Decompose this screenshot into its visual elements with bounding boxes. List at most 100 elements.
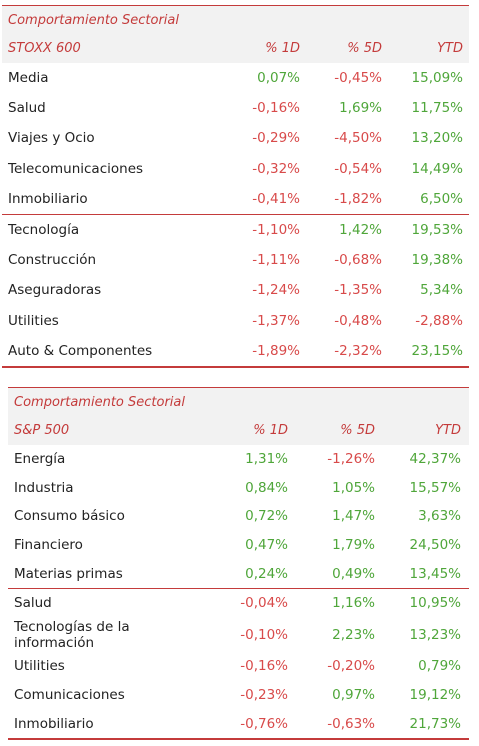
stoxx600-sector-table: Comportamiento Sectorial STOXX 600 % 1D … <box>2 5 469 368</box>
table-row: Comunicaciones -0,23% 0,97% 19,12% <box>8 681 469 710</box>
change-ytd: 11,75% <box>411 100 463 117</box>
table-row: Telecomunicaciones -0,32% -0,54% 14,49% <box>2 154 469 184</box>
change-ytd: 19,38% <box>411 252 463 269</box>
change-5d: 1,79% <box>332 537 375 554</box>
change-5d: 1,16% <box>332 595 375 612</box>
table-title: Comportamiento Sectorial <box>8 388 469 417</box>
table-row: Salud -0,04% 1,16% 10,95% <box>8 589 469 618</box>
table-top-rule <box>8 387 469 388</box>
change-ytd: 15,57% <box>409 479 461 496</box>
col-header-5d: % 5D <box>347 41 382 56</box>
change-1d: -1,11% <box>252 252 300 269</box>
change-ytd: 24,50% <box>409 537 461 554</box>
sector-name: Financiero <box>14 537 83 554</box>
table-row: Auto & Componentes -1,89% -2,32% 23,15% <box>2 336 469 366</box>
change-ytd: 0,79% <box>418 658 461 675</box>
sector-name: Industria <box>14 479 74 496</box>
table-row: Utilities -0,16% -0,20% 0,79% <box>8 652 469 681</box>
change-1d: -0,29% <box>252 130 300 147</box>
change-1d: -0,41% <box>252 190 300 207</box>
change-5d: -0,48% <box>334 312 382 329</box>
index-name-header: STOXX 600 <box>8 41 81 56</box>
table-row: Viajes y Ocio -0,29% -4,50% 13,20% <box>2 123 469 153</box>
table-title: Comportamiento Sectorial <box>2 6 469 35</box>
change-ytd: 5,34% <box>420 282 463 299</box>
sector-name: Inmobiliario <box>8 190 88 207</box>
change-ytd: 15,09% <box>411 70 463 86</box>
table-row: Utilities -1,37% -0,48% -2,88% <box>2 306 469 336</box>
change-1d: 1,31% <box>245 451 288 467</box>
change-5d: -0,45% <box>334 70 382 86</box>
table-row: Materias primas 0,24% 0,49% 13,45% <box>8 560 469 589</box>
change-ytd: 10,95% <box>409 595 461 612</box>
change-ytd: 19,53% <box>411 221 463 238</box>
change-ytd: 42,37% <box>409 451 461 467</box>
sector-name: Energía <box>14 451 66 467</box>
change-5d: -1,26% <box>327 451 375 467</box>
sector-name: Viajes y Ocio <box>8 130 95 147</box>
col-header-ytd: YTD <box>437 41 463 56</box>
change-ytd: 13,45% <box>409 565 461 582</box>
sector-name: Consumo básico <box>14 508 125 525</box>
change-5d: -4,50% <box>334 130 382 147</box>
change-5d: -1,35% <box>334 282 382 299</box>
table-row: Consumo básico 0,72% 1,47% 3,63% <box>8 502 469 531</box>
change-1d: -0,16% <box>240 658 288 675</box>
change-ytd: 6,50% <box>420 190 463 207</box>
table-row: Tecnologías de la información -0,10% 2,23%… <box>8 618 469 652</box>
sector-name: Utilities <box>14 658 65 675</box>
change-1d: 0,24% <box>245 565 288 582</box>
change-5d: 0,49% <box>332 565 375 582</box>
change-1d: -0,16% <box>252 100 300 117</box>
change-1d: -0,76% <box>240 715 288 732</box>
sector-name: Tecnologías de la información <box>14 619 130 652</box>
change-1d: -1,89% <box>252 342 300 359</box>
change-1d: -1,10% <box>252 221 300 238</box>
change-5d: -0,63% <box>327 715 375 732</box>
sector-name: Inmobiliario <box>14 715 94 732</box>
table-body: Media 0,07% -0,45% 15,09% Salud -0,16% 1,69% 11… <box>2 63 469 366</box>
sector-name: Salud <box>14 595 52 612</box>
col-header-5d: % 5D <box>340 423 375 438</box>
sector-name: Tecnología <box>8 221 80 238</box>
table-row: Salud -0,16% 1,69% 11,75% <box>2 93 469 123</box>
change-1d: -1,24% <box>252 282 300 299</box>
sector-name: Salud <box>8 100 46 117</box>
change-1d: -1,37% <box>252 312 300 329</box>
table-row: Construcción -1,11% -0,68% 19,38% <box>2 245 469 275</box>
col-header-ytd: YTD <box>435 423 461 438</box>
col-header-1d: % 1D <box>265 41 300 56</box>
change-1d: 0,72% <box>245 508 288 525</box>
change-ytd: -2,88% <box>415 312 463 329</box>
table-row: Energía 1,31% -1,26% 42,37% <box>8 445 469 474</box>
change-1d: -0,04% <box>240 595 288 612</box>
change-1d: 0,84% <box>245 479 288 496</box>
change-5d: -0,20% <box>327 658 375 675</box>
change-5d: 1,47% <box>332 508 375 525</box>
index-name-header: S&P 500 <box>14 423 70 438</box>
table-bottom-rule <box>8 738 469 741</box>
change-1d: 0,47% <box>245 537 288 554</box>
change-5d: -1,82% <box>334 190 382 207</box>
table-row: Inmobiliario -0,76% -0,63% 21,73% <box>8 710 469 739</box>
sector-name: Construcción <box>8 252 97 269</box>
change-ytd: 13,23% <box>409 627 461 644</box>
sector-name: Aseguradoras <box>8 282 102 299</box>
sector-name: Materias primas <box>14 565 123 582</box>
change-1d: -0,10% <box>240 627 288 644</box>
sp500-sector-table: Comportamiento Sectorial S&P 500 % 1D % … <box>8 387 469 741</box>
sector-name: Auto & Componentes <box>8 342 153 359</box>
table-row: Inmobiliario -0,41% -1,82% 6,50% <box>2 184 469 214</box>
table-body: Energía 1,31% -1,26% 42,37% Industria 0,84% 1,… <box>8 445 469 738</box>
sector-name: Utilities <box>8 312 59 329</box>
col-header-1d: % 1D <box>253 423 288 438</box>
change-ytd: 13,20% <box>411 130 463 147</box>
change-5d: -2,32% <box>334 342 382 359</box>
change-5d: 1,42% <box>339 221 382 238</box>
group-divider <box>2 213 469 215</box>
change-5d: 1,05% <box>332 479 375 496</box>
change-1d: -0,32% <box>252 160 300 177</box>
table-top-rule <box>2 5 469 6</box>
change-5d: 2,23% <box>332 627 375 644</box>
table-header-row: STOXX 600 % 1D % 5D YTD <box>2 35 469 63</box>
